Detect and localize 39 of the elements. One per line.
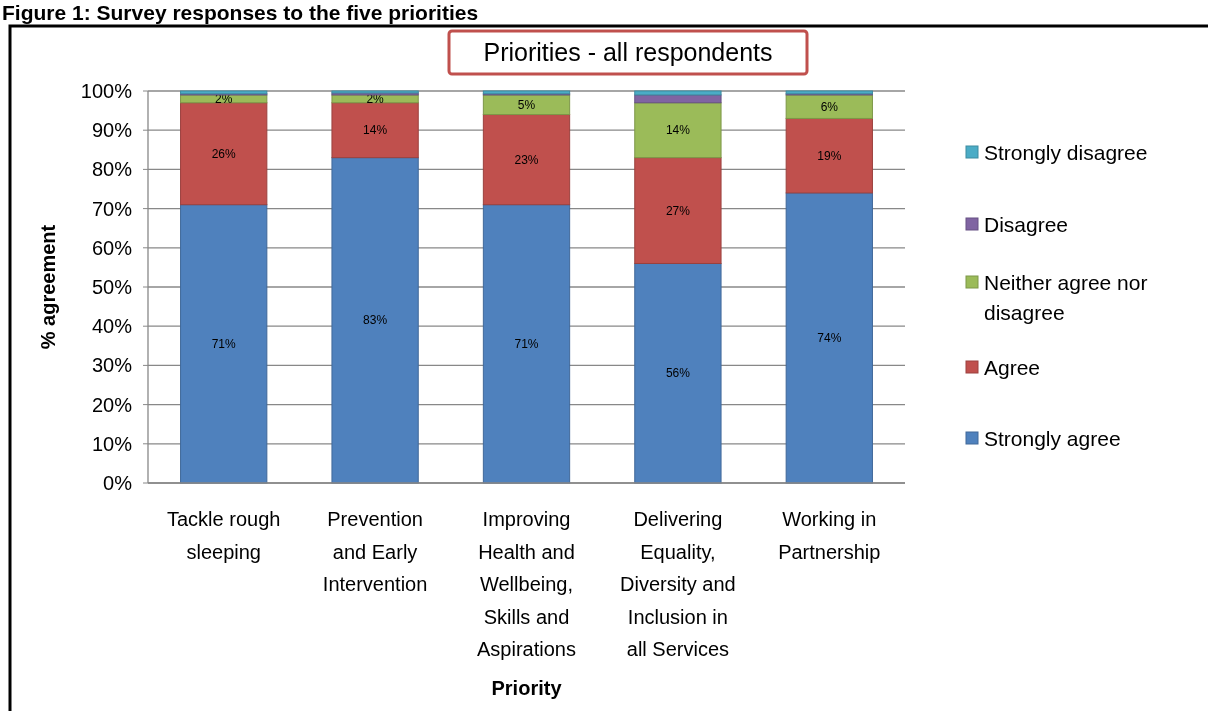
data-label: 27% — [665, 203, 691, 218]
y-tick-label: 90% — [91, 119, 133, 142]
data-label: 26% — [211, 146, 237, 161]
y-tick-label: 100% — [80, 80, 133, 102]
data-label: 74% — [817, 330, 842, 345]
legend-label: Strongly agree — [984, 427, 1121, 450]
y-tick-label: 30% — [91, 354, 133, 377]
legend-label: Disagree — [984, 213, 1069, 236]
x-axis-title: Priority — [491, 677, 563, 699]
data-label: 14% — [363, 123, 388, 138]
data-label: 71% — [211, 336, 237, 351]
data-label: 5% — [517, 97, 536, 112]
chart-title: Priorities - all respondents — [483, 38, 773, 66]
data-label: 14% — [665, 123, 691, 138]
y-tick-label: 60% — [91, 236, 133, 259]
legend-label: Neither agree nor disagree — [984, 271, 1148, 324]
legend-label: Agree — [984, 356, 1041, 379]
data-label: 23% — [514, 152, 539, 167]
y-tick-label: 70% — [91, 197, 133, 220]
data-label: 83% — [363, 313, 388, 328]
y-tick-label: 20% — [91, 393, 133, 416]
y-axis-title: % agreement — [37, 224, 59, 350]
y-tick-label: 10% — [91, 432, 133, 455]
data-label: 19% — [817, 148, 842, 163]
y-tick-label: 80% — [91, 158, 133, 181]
x-tick-label: Delivering Equality, Diversity and Inclusion in all Services — [620, 508, 736, 660]
data-label: 6% — [820, 99, 839, 114]
data-label: 71% — [514, 336, 539, 351]
caption: Figure 1: Survey responses to the five priorities — [2, 1, 479, 24]
x-tick-label: Improving Health and Wellbeing, Skills and Aspirations — [477, 508, 576, 660]
x-tick-label: Tackle rough sleeping — [167, 508, 281, 563]
x-tick-label: Working in Partnership — [778, 508, 881, 563]
legend-label: Strongly disagree — [984, 141, 1148, 164]
data-label: 2% — [366, 91, 385, 106]
x-tick-label: Prevention and Early Intervention — [322, 508, 428, 595]
data-label: 56% — [665, 366, 691, 381]
y-tick-label: 40% — [91, 315, 133, 338]
y-tick-label: 0% — [103, 472, 133, 494]
y-tick-label: 50% — [91, 276, 133, 298]
